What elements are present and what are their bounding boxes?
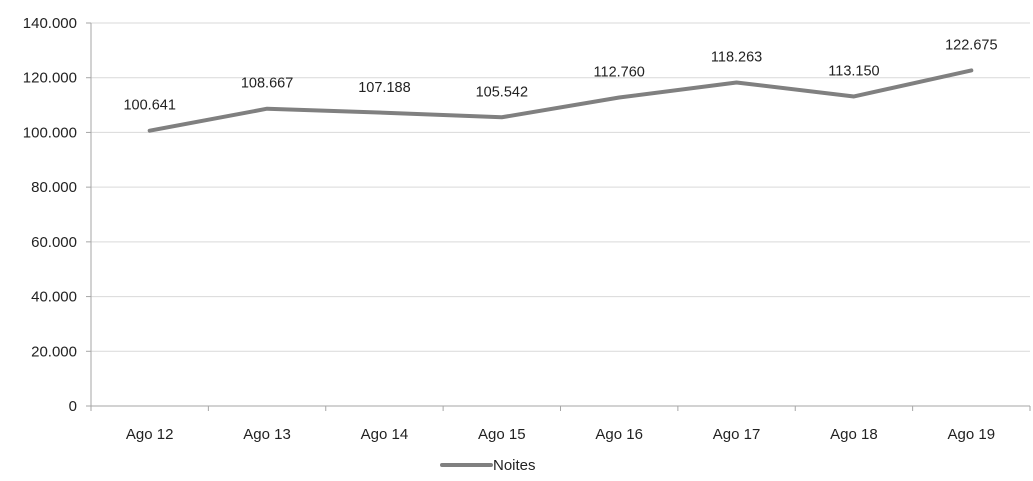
y-tick-label: 40.000 [31,289,77,306]
data-label: 107.188 [358,80,410,96]
x-tick-label: Ago 14 [361,426,409,443]
x-tick-label: Ago 18 [830,426,878,443]
x-tick-label: Ago 19 [948,426,996,443]
data-label: 105.542 [476,84,528,100]
x-tick-label: Ago 16 [595,426,643,443]
y-tick-label: 20.000 [31,343,77,360]
x-tick-label: Ago 15 [478,426,526,443]
data-label: 122.675 [945,37,997,53]
data-label: 112.760 [594,65,645,81]
x-tick-label: Ago 12 [126,426,174,443]
y-tick-label: 0 [69,398,77,415]
series-line-noites [147,68,974,133]
data-label: 113.150 [828,63,879,79]
data-label: 108.667 [241,76,293,92]
data-label: 100.641 [123,98,175,114]
x-tick-label: Ago 13 [243,426,291,443]
y-tick-label: 140.000 [23,15,77,32]
y-tick-label: 100.000 [23,124,77,141]
x-tick-label: Ago 17 [713,426,761,443]
y-tick-label: 60.000 [31,234,77,251]
legend-label: Noites [493,457,536,474]
y-tick-label: 120.000 [23,70,77,87]
data-label: 118.263 [711,49,762,65]
y-tick-label: 80.000 [31,179,77,196]
